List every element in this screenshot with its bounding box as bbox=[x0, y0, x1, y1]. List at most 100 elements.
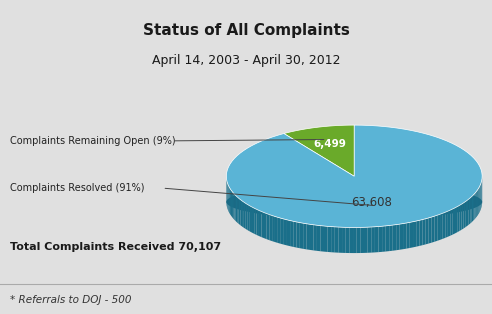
Polygon shape bbox=[386, 225, 389, 252]
Text: Status of All Complaints: Status of All Complaints bbox=[143, 23, 349, 38]
Polygon shape bbox=[353, 227, 357, 253]
Polygon shape bbox=[233, 193, 234, 220]
Polygon shape bbox=[400, 224, 403, 250]
Polygon shape bbox=[426, 218, 429, 244]
Polygon shape bbox=[284, 219, 287, 246]
Polygon shape bbox=[371, 227, 375, 252]
Polygon shape bbox=[229, 187, 230, 214]
Polygon shape bbox=[335, 227, 338, 253]
Polygon shape bbox=[470, 197, 472, 224]
Polygon shape bbox=[272, 215, 275, 242]
Polygon shape bbox=[463, 202, 465, 229]
Polygon shape bbox=[303, 223, 307, 249]
Polygon shape bbox=[472, 195, 473, 222]
Text: 6,499: 6,499 bbox=[314, 139, 347, 149]
Text: Complaints Resolved (91%): Complaints Resolved (91%) bbox=[10, 183, 144, 193]
Polygon shape bbox=[239, 198, 241, 225]
Polygon shape bbox=[416, 220, 419, 247]
Polygon shape bbox=[269, 214, 272, 241]
Polygon shape bbox=[443, 212, 445, 239]
Polygon shape bbox=[338, 227, 342, 253]
Polygon shape bbox=[261, 212, 264, 238]
Polygon shape bbox=[478, 188, 479, 215]
Polygon shape bbox=[317, 225, 320, 251]
Polygon shape bbox=[445, 211, 448, 238]
Polygon shape bbox=[434, 215, 437, 242]
Polygon shape bbox=[342, 227, 346, 253]
Polygon shape bbox=[406, 222, 410, 249]
Polygon shape bbox=[267, 214, 269, 240]
Polygon shape bbox=[297, 222, 300, 248]
Polygon shape bbox=[357, 227, 360, 253]
Polygon shape bbox=[403, 223, 406, 249]
Polygon shape bbox=[259, 210, 261, 237]
Polygon shape bbox=[231, 190, 232, 217]
Polygon shape bbox=[281, 218, 284, 245]
Polygon shape bbox=[310, 224, 313, 250]
Polygon shape bbox=[242, 201, 244, 228]
Polygon shape bbox=[368, 227, 371, 253]
Text: * Referrals to DOJ - 500: * Referrals to DOJ - 500 bbox=[10, 295, 131, 305]
Polygon shape bbox=[293, 221, 297, 247]
Polygon shape bbox=[429, 217, 431, 244]
Polygon shape bbox=[419, 219, 423, 246]
Polygon shape bbox=[227, 183, 228, 210]
Polygon shape bbox=[275, 216, 278, 243]
Polygon shape bbox=[450, 209, 453, 236]
Polygon shape bbox=[469, 198, 470, 225]
Polygon shape bbox=[437, 214, 440, 241]
Polygon shape bbox=[467, 199, 469, 226]
Polygon shape bbox=[389, 225, 393, 251]
Polygon shape bbox=[244, 202, 246, 229]
Polygon shape bbox=[410, 222, 413, 248]
Polygon shape bbox=[307, 224, 310, 250]
Polygon shape bbox=[431, 216, 434, 243]
Polygon shape bbox=[228, 186, 229, 213]
Polygon shape bbox=[234, 194, 236, 221]
Polygon shape bbox=[256, 209, 259, 236]
Polygon shape bbox=[284, 125, 354, 176]
Polygon shape bbox=[252, 207, 254, 234]
Polygon shape bbox=[349, 227, 353, 253]
Polygon shape bbox=[375, 226, 378, 252]
Polygon shape bbox=[378, 226, 382, 252]
Polygon shape bbox=[360, 227, 364, 253]
Polygon shape bbox=[448, 210, 450, 237]
Polygon shape bbox=[457, 205, 460, 232]
Polygon shape bbox=[413, 221, 416, 247]
Text: April 14, 2003 - April 30, 2012: April 14, 2003 - April 30, 2012 bbox=[152, 54, 340, 67]
Polygon shape bbox=[287, 220, 290, 246]
Polygon shape bbox=[382, 226, 386, 252]
Polygon shape bbox=[278, 217, 281, 244]
Polygon shape bbox=[396, 224, 400, 250]
Polygon shape bbox=[465, 200, 467, 227]
Polygon shape bbox=[248, 205, 250, 231]
Polygon shape bbox=[474, 192, 476, 219]
Polygon shape bbox=[473, 194, 474, 221]
Polygon shape bbox=[254, 208, 256, 235]
Polygon shape bbox=[346, 227, 349, 253]
Polygon shape bbox=[477, 190, 478, 217]
Polygon shape bbox=[423, 219, 426, 245]
Polygon shape bbox=[241, 200, 242, 226]
Text: 63,608: 63,608 bbox=[351, 196, 392, 209]
Polygon shape bbox=[290, 220, 293, 247]
Polygon shape bbox=[320, 226, 324, 252]
Polygon shape bbox=[453, 208, 455, 235]
Text: Complaints Remaining Open (9%): Complaints Remaining Open (9%) bbox=[10, 136, 176, 146]
Polygon shape bbox=[246, 203, 248, 230]
Ellipse shape bbox=[226, 184, 482, 220]
Polygon shape bbox=[364, 227, 368, 253]
Polygon shape bbox=[264, 213, 267, 239]
Polygon shape bbox=[230, 189, 231, 216]
Polygon shape bbox=[237, 197, 239, 224]
Polygon shape bbox=[328, 226, 331, 252]
Text: Total Complaints Received 70,107: Total Complaints Received 70,107 bbox=[10, 242, 221, 252]
Polygon shape bbox=[324, 226, 328, 252]
Polygon shape bbox=[476, 191, 477, 218]
Polygon shape bbox=[461, 203, 463, 230]
Polygon shape bbox=[460, 204, 461, 231]
Polygon shape bbox=[393, 225, 396, 251]
Polygon shape bbox=[480, 184, 481, 211]
Polygon shape bbox=[331, 227, 335, 252]
